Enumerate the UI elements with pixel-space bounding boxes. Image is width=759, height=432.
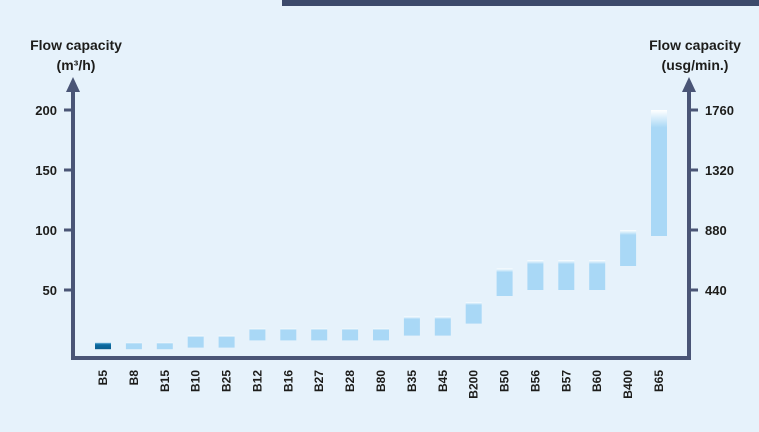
bar-b80	[373, 328, 389, 341]
right-tick-label: 440	[705, 283, 727, 298]
category-label-b57: B57	[559, 370, 573, 392]
bar-b15	[156, 342, 173, 350]
bar-b50	[496, 268, 513, 296]
category-label-b400: B400	[621, 370, 635, 399]
category-label-group: B5 B8 B15 B10 B25 B12 B16 B27 B28 B80 B35 B45 B200 B5…	[96, 370, 666, 399]
category-label-b35: B35	[405, 370, 419, 392]
left-tick-label: 150	[35, 163, 57, 178]
bar-b16	[280, 328, 297, 341]
right-tick-group: 440 880 1320 1760	[689, 103, 734, 298]
category-label-b28: B28	[343, 370, 357, 392]
left-axis-title-line1: Flow capacity	[30, 37, 122, 53]
bar-b10	[187, 335, 204, 348]
right-axis-title-line2: (usg/min.)	[662, 57, 729, 73]
left-axis-title-line2: (m³/h)	[57, 57, 96, 73]
category-label-b5: B5	[96, 370, 110, 386]
bar-b65	[651, 110, 667, 236]
right-tick-label: 880	[705, 223, 727, 238]
left-tick-label: 100	[35, 223, 57, 238]
bar-b45	[434, 316, 451, 336]
bar-b25	[218, 335, 235, 348]
bar-b8	[125, 342, 142, 350]
right-tick-label: 1760	[705, 103, 734, 118]
category-label-b80: B80	[374, 370, 388, 392]
bar-b400	[620, 230, 637, 266]
bar-b12	[249, 328, 266, 341]
bar-b28	[342, 328, 359, 341]
category-label-b65: B65	[652, 370, 666, 392]
left-tick-group: 50 100 150 200	[35, 103, 73, 298]
category-label-b200: B200	[467, 370, 481, 399]
category-label-b25: B25	[220, 370, 234, 392]
category-label-b10: B10	[189, 370, 203, 392]
bar-b56	[527, 260, 544, 290]
category-label-b16: B16	[281, 370, 295, 392]
right-axis-arrow	[682, 77, 696, 92]
bar-b200	[465, 302, 482, 324]
bar-b27	[311, 328, 328, 341]
category-label-b12: B12	[250, 370, 264, 392]
left-tick-label: 200	[35, 103, 57, 118]
category-label-b60: B60	[590, 370, 604, 392]
left-tick-label: 50	[43, 283, 57, 298]
left-axis-arrow	[66, 77, 80, 92]
bar-b60	[589, 260, 606, 290]
category-label-b45: B45	[436, 370, 450, 392]
right-axis-title-line1: Flow capacity	[649, 37, 741, 53]
category-label-b8: B8	[127, 370, 141, 386]
bar-b5	[95, 342, 111, 350]
category-label-b15: B15	[158, 370, 172, 392]
category-label-b27: B27	[312, 370, 326, 392]
right-tick-label: 1320	[705, 163, 734, 178]
category-label-b56: B56	[528, 370, 542, 392]
bar-b35	[403, 316, 420, 336]
header-strip	[282, 0, 759, 6]
bar-b57	[558, 260, 575, 290]
bar-group	[95, 110, 667, 350]
category-label-b50: B50	[498, 370, 512, 392]
